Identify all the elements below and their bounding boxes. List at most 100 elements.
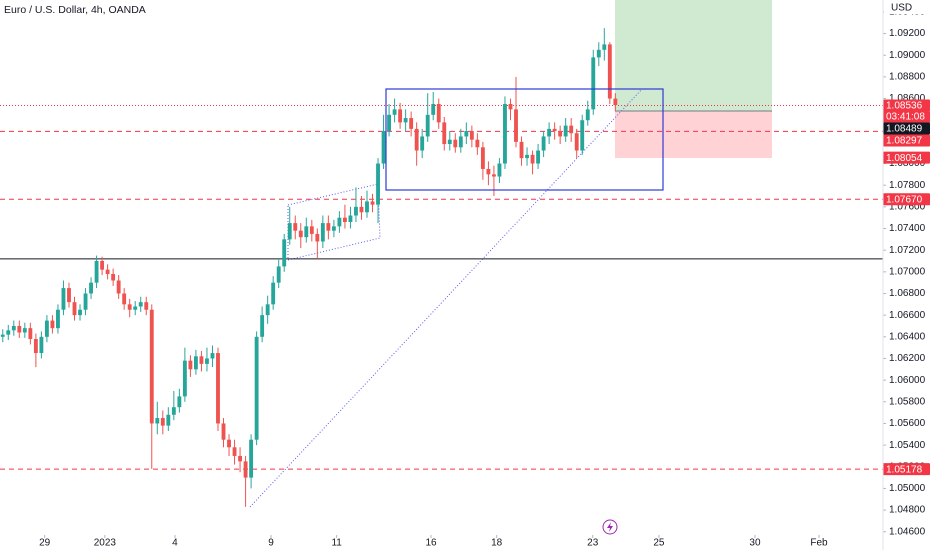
candle-body [342,217,347,223]
candle-body [111,273,116,281]
candle-body [133,306,138,310]
candle-body [541,136,546,151]
candle-body [22,328,27,333]
candle-body [359,206,364,213]
x-tick-label: 11 [331,538,342,549]
price-label: 1.08297 [886,136,923,147]
candle-body [447,139,452,145]
y-tick-label: 1.06200 [889,353,926,364]
candle-body [315,233,320,242]
candle-body [475,139,480,148]
candle-body [205,358,209,364]
candle-body [480,147,485,169]
candle-body [83,293,88,310]
candle-body [431,103,436,115]
candle-body [607,44,612,99]
chart-title: Euro / U.S. Dollar, 4h, OANDA [4,4,146,16]
candle-body [392,109,397,115]
y-tick-label: 1.09200 [889,28,926,39]
candle-body [569,125,574,134]
candle-body [182,360,187,397]
candle-body [100,261,105,270]
candle-body [331,226,336,231]
y-tick-label: 1.06600 [889,310,926,321]
axes: 1.046001.048001.050001.052001.054001.056… [39,0,931,550]
x-tick-label: 4 [172,538,178,549]
candle-body [298,230,303,238]
y-tick-label: 1.07800 [889,180,926,191]
x-tick-label: 16 [425,538,437,549]
candle-body [193,356,198,370]
candles [0,28,618,507]
price-label-bg [883,193,930,206]
candle-body [398,109,403,123]
y-tick-label: 1.07600 [889,201,926,212]
candle-body [144,302,149,310]
candle-body [276,266,281,283]
candle-body [354,206,358,216]
candle-body [210,353,215,359]
countdown: 03:41:08 [886,112,925,123]
x-tick-label: 30 [749,538,761,549]
candle-body [453,139,458,148]
candle-body [127,304,132,310]
candle-body [72,302,77,316]
candle-body [254,336,259,440]
candle-body [458,136,463,148]
y-tick-label: 1.08800 [889,72,926,83]
candle-body [6,330,11,335]
y-tick-label: 1.07400 [889,223,926,234]
trend-line [249,88,643,508]
candle-body [44,320,49,337]
candle-body [558,131,563,137]
price-label-bg [883,122,930,135]
candle-body [56,309,60,329]
candle-body [216,353,220,424]
price-lines [0,104,883,470]
y-tick-label: 1.09000 [889,50,926,61]
price-label: 1.05178 [886,464,923,475]
candle-body [293,223,298,231]
countdown-bg [883,111,930,123]
y-tick-label: 1.08600 [889,93,926,104]
candle-body [61,288,66,310]
candle-body [602,44,607,50]
price-label: 1.08054 [886,153,923,164]
x-tick-label: 2023 [94,538,117,549]
y-tick-label: 1.06800 [889,288,926,299]
y-tick-label: 1.07200 [889,245,926,256]
candle-body [403,118,408,123]
candle-body [171,407,176,415]
candle-body [519,141,524,159]
candle-body [409,118,414,129]
candle-body [337,217,342,227]
candle-body [563,125,568,137]
candle-body [160,418,165,426]
price-label: 1.08536 [886,101,923,112]
candle-body [370,201,375,205]
candle-body [585,109,590,121]
candle-body [243,461,248,478]
candle-body [287,223,292,240]
y-tick-label: 1.07000 [889,266,926,277]
candle-body [138,302,143,307]
price-label: 1.07670 [886,194,923,205]
candle-body [497,163,502,177]
y-label-bg [884,2,931,14]
candle-body [166,414,171,426]
price-label-bg [883,99,930,112]
candle-body [238,455,242,462]
candle-body [436,103,441,123]
candle-body [116,280,121,294]
y-tick-label: 1.06400 [889,331,926,342]
candle-body [11,325,16,331]
candle-body [28,328,33,339]
candle-body [420,136,425,151]
candle-body [105,269,110,274]
candle-body [155,418,160,424]
candle-body [591,57,596,110]
y-tick-label: 1.04600 [889,526,926,537]
price-label: 1.08489 [886,124,923,135]
